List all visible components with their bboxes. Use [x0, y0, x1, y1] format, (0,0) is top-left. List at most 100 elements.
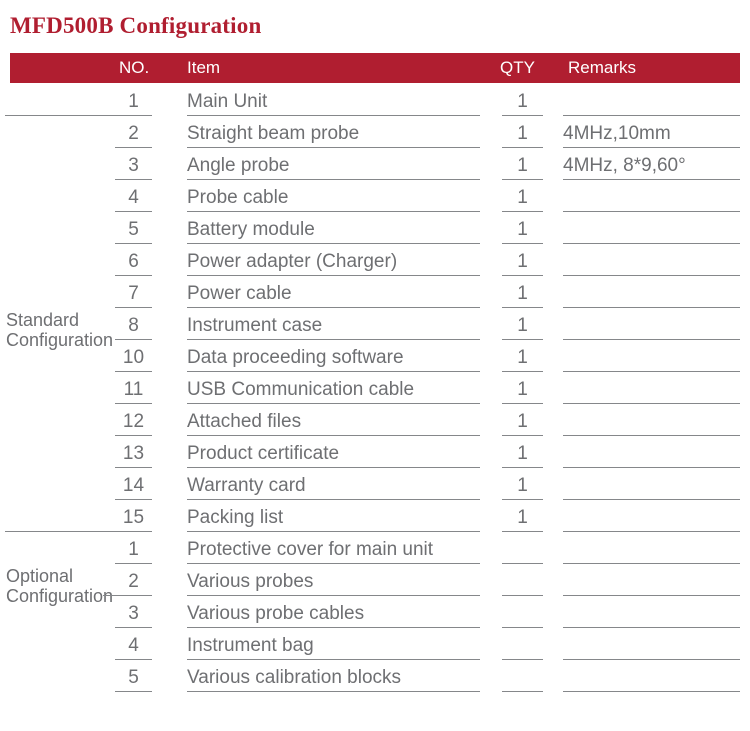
cell-no: 1	[115, 532, 152, 564]
cell-item: Various calibration blocks	[187, 660, 480, 692]
cell-item: Angle probe	[187, 148, 480, 180]
cell-item: Various probes	[187, 564, 480, 596]
cell-item: Warranty card	[187, 468, 480, 500]
cell-remarks	[563, 596, 740, 628]
cell-no: 3	[115, 596, 152, 628]
cell-remarks	[563, 404, 740, 436]
table-row: 8 Instrument case 1	[0, 308, 750, 340]
cell-qty: 1	[502, 180, 543, 212]
table-row: 2 Straight beam probe 1 4MHz,10mm	[0, 116, 750, 148]
cell-remarks	[563, 436, 740, 468]
cell-item: Various probe cables	[187, 596, 480, 628]
cell-remarks	[563, 372, 740, 404]
group-label-line: Configuration	[6, 586, 114, 606]
table-row: 14 Warranty card 1	[0, 468, 750, 500]
table-row: 13 Product certificate 1	[0, 436, 750, 468]
cell-no: 4	[115, 628, 152, 660]
table-row: 5 Battery module 1	[0, 212, 750, 244]
cell-qty: 1	[502, 244, 543, 276]
cell-no: 5	[115, 212, 152, 244]
cell-item: Product certificate	[187, 436, 480, 468]
table-row: 1 Main Unit 1	[0, 84, 750, 116]
cell-no: 4	[115, 180, 152, 212]
cell-no: 2	[115, 116, 152, 148]
table-row: 5 Various calibration blocks	[0, 660, 750, 692]
cell-remarks	[563, 276, 740, 308]
table-row: 10 Data proceeding software 1	[0, 340, 750, 372]
cell-remarks	[563, 212, 740, 244]
cell-item: Data proceeding software	[187, 340, 480, 372]
label-connector-line	[103, 595, 115, 596]
header-remarks: Remarks	[568, 58, 637, 77]
cell-item: USB Communication cable	[187, 372, 480, 404]
cell-item: Packing list	[187, 500, 480, 532]
group-label-optional: Optional Configuration	[6, 566, 113, 606]
cell-remarks	[563, 308, 740, 340]
cell-qty	[502, 660, 543, 692]
cell-remarks	[563, 660, 740, 692]
table-row: 12 Attached files 1	[0, 404, 750, 436]
cell-no: 5	[115, 660, 152, 692]
cell-qty: 1	[502, 372, 543, 404]
group-label-standard: Standard Configuration	[6, 310, 113, 350]
cell-item: Power cable	[187, 276, 480, 308]
cell-qty: 1	[502, 468, 543, 500]
cell-qty: 1	[502, 308, 543, 340]
cell-qty	[502, 628, 543, 660]
table-row: 4 Probe cable 1	[0, 180, 750, 212]
cell-item: Instrument case	[187, 308, 480, 340]
cell-remarks	[563, 180, 740, 212]
cell-item: Main Unit	[187, 84, 480, 116]
cell-remarks	[563, 468, 740, 500]
cell-no: 6	[115, 244, 152, 276]
group-label-line: Optional	[6, 566, 74, 586]
table-row: 3 Angle probe 1 4MHz, 8*9,60°	[0, 148, 750, 180]
header-no: NO.	[119, 58, 150, 77]
header-qty: QTY	[500, 58, 535, 77]
cell-remarks	[563, 532, 740, 564]
cell-remarks	[563, 628, 740, 660]
cell-remarks	[563, 500, 740, 532]
cell-qty: 1	[502, 148, 543, 180]
table-header-bar: NO. Item QTY Remarks	[10, 53, 740, 83]
group-label-line: Configuration	[6, 330, 114, 350]
cell-remarks: 4MHz,10mm	[563, 116, 740, 148]
header-item: Item	[187, 58, 221, 77]
cell-remarks: 4MHz, 8*9,60°	[563, 148, 740, 180]
table-row: 15 Packing list 1	[0, 500, 750, 532]
cell-no: 10	[115, 340, 152, 372]
cell-qty: 1	[502, 276, 543, 308]
cell-qty: 1	[502, 500, 543, 532]
cell-item: Straight beam probe	[187, 116, 480, 148]
cell-qty: 1	[502, 404, 543, 436]
cell-no: 7	[115, 276, 152, 308]
group-separator-line	[5, 115, 152, 116]
table-row: 11 USB Communication cable 1	[0, 372, 750, 404]
cell-no: 2	[115, 564, 152, 596]
table-body: 1 Main Unit 1 2 Straight beam probe 1 4M…	[0, 84, 750, 692]
cell-qty	[502, 532, 543, 564]
cell-qty	[502, 564, 543, 596]
cell-qty: 1	[502, 212, 543, 244]
page-title: MFD500B Configuration	[10, 13, 262, 38]
table-row: 2 Various probes	[0, 564, 750, 596]
cell-no: 12	[115, 404, 152, 436]
table-row: 7 Power cable 1	[0, 276, 750, 308]
table-row: 4 Instrument bag	[0, 628, 750, 660]
cell-qty: 1	[502, 84, 543, 116]
cell-no: 11	[115, 372, 152, 404]
cell-no: 13	[115, 436, 152, 468]
group-label-line: Standard	[6, 310, 80, 330]
cell-qty: 1	[502, 340, 543, 372]
table-row: 3 Various probe cables	[0, 596, 750, 628]
cell-remarks	[563, 244, 740, 276]
cell-remarks	[563, 84, 740, 116]
cell-remarks	[563, 340, 740, 372]
table-row: 6 Power adapter (Charger) 1	[0, 244, 750, 276]
cell-qty: 1	[502, 116, 543, 148]
table-row: 1 Protective cover for main unit	[0, 532, 750, 564]
cell-item: Attached files	[187, 404, 480, 436]
cell-no: 3	[115, 148, 152, 180]
cell-no: 8	[115, 308, 152, 340]
